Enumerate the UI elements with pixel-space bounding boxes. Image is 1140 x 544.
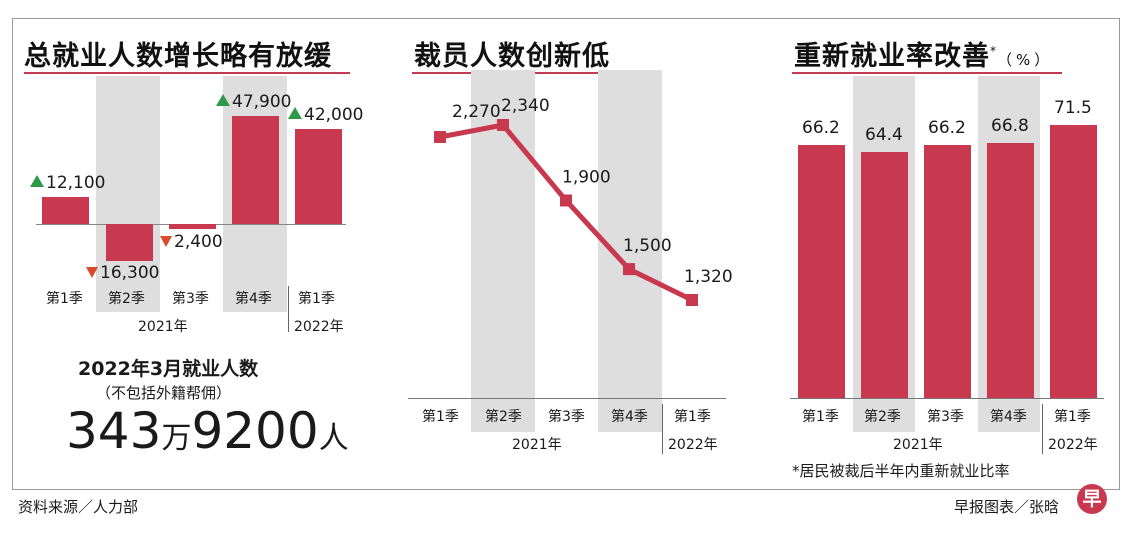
panel2-baseline: [408, 398, 726, 399]
panel2-xtick-0: 第1季: [422, 409, 459, 425]
panel3-bar-1: [861, 152, 908, 398]
panel3-title-text: 重新就业率改善: [794, 41, 990, 72]
panel1-value-text-3: 47,900: [232, 92, 292, 112]
panel1-bar-1: [106, 224, 153, 261]
panel1-xtick-1: 第2季: [108, 291, 145, 307]
panel2-value-label-1: 2,340: [501, 96, 550, 116]
panel2-value-label-2: 1,900: [562, 167, 611, 187]
panel1-title: 总就业人数增长略有放缓: [24, 41, 332, 72]
panel1-value-text-1: 16,300: [100, 262, 160, 283]
employment-value: 343万9200人: [66, 402, 349, 460]
panel2-series-line: [439, 122, 694, 303]
panel3-value-label-1: 64.4: [865, 125, 903, 146]
panel2-point-0: [434, 131, 446, 144]
panel1-year-2022: 2022年: [294, 319, 344, 335]
panel3-footnote: *居民被裁后半年内重新就业比率: [792, 462, 1010, 480]
chart-frame: [12, 18, 1120, 490]
panel2-xtick-4: 第1季: [674, 409, 711, 425]
zaobao-logo-icon: 早: [1077, 484, 1107, 514]
panel1-bar-2: [169, 224, 216, 230]
panel1-bar-0: [42, 196, 89, 224]
panel3-bar-0: [798, 145, 845, 398]
down-triangle-icon: [86, 266, 98, 278]
panel3-value-label-0: 66.2: [802, 118, 840, 139]
panel2-xtick-1: 第2季: [485, 409, 522, 425]
panel1-value-label-3: 47,900: [216, 92, 291, 112]
panel3-baseline: [790, 398, 1104, 399]
panel2-xtick-2: 第3季: [548, 409, 585, 425]
panel2-point-4: [686, 294, 698, 306]
panel2-point-2: [560, 194, 572, 207]
panel2-band-q4: [598, 70, 662, 432]
panel1-xtick-3: 第4季: [235, 291, 272, 307]
panel3-title: 重新就业率改善*（%）: [794, 34, 1053, 73]
panel1-year-2021: 2021年: [138, 319, 188, 335]
panel1-year-separator: [288, 286, 289, 332]
panel3-value-label-3: 66.8: [991, 115, 1029, 136]
panel3-year-separator: [1042, 404, 1043, 454]
panel1-value-label-4: 42,000: [288, 105, 363, 125]
panel3-year-2022: 2022年: [1048, 437, 1098, 453]
employment-value-unit1: 万: [161, 421, 192, 456]
panel2-value-label-3: 1,500: [623, 236, 672, 256]
panel1-value-text-4: 42,000: [304, 105, 364, 126]
employment-subheading: （不包括外籍帮佣）: [96, 384, 232, 402]
panel1-value-label-0: 12,100: [30, 173, 105, 193]
panel2-year-separator: [662, 404, 663, 454]
panel3-title-unit: （%）: [997, 51, 1054, 69]
panel3-bar-3: [987, 142, 1034, 398]
panel2-point-1: [497, 119, 509, 131]
panel2-point-3: [623, 263, 635, 276]
source-credit: 资料来源／人力部: [18, 498, 139, 516]
panel1-value-label-2: 2,400: [160, 232, 223, 252]
panel3-value-label-2: 66.2: [928, 118, 966, 139]
up-triangle-icon: [216, 94, 230, 106]
panel2-year-2021: 2021年: [512, 437, 562, 453]
employment-heading: 2022年3月就业人数: [78, 358, 259, 380]
panel1-bar-4: [295, 129, 342, 224]
panel1-bar-3: [232, 116, 279, 224]
panel1-xtick-2: 第3季: [172, 291, 209, 307]
panel2-value-label-0: 2,270: [452, 102, 501, 122]
panel3-title-rule: [792, 72, 1062, 74]
employment-value-part2: 9200: [191, 402, 319, 460]
panel3-xtick-2: 第3季: [927, 409, 964, 425]
panel2-year-2022: 2022年: [668, 437, 718, 453]
panel3-xtick-4: 第1季: [1054, 409, 1091, 425]
panel3-title-mark: *: [990, 44, 997, 58]
graphic-credit-text: 早报图表／张: [954, 498, 1045, 516]
up-triangle-icon: [30, 174, 44, 187]
panel1-title-rule: [24, 72, 350, 74]
panel3-value-label-4: 71.5: [1054, 98, 1092, 118]
panel1-band-q2: [96, 76, 160, 312]
panel2-xtick-3: 第4季: [611, 409, 648, 425]
panel2-title: 裁员人数创新低: [414, 41, 610, 72]
employment-value-part1: 343: [66, 402, 162, 460]
panel1-xtick-0: 第1季: [46, 291, 83, 307]
panel2-value-label-4: 1,320: [684, 267, 733, 287]
panel3-xtick-3: 第4季: [990, 409, 1027, 425]
panel3-bar-2: [924, 145, 971, 398]
panel3-xtick-0: 第1季: [802, 409, 839, 425]
panel1-value-text-0: 12,100: [46, 172, 106, 193]
up-triangle-icon: [288, 107, 302, 120]
panel1-value-label-1: 16,300: [86, 263, 159, 283]
graphic-credit-tail: 晗: [1044, 498, 1060, 516]
graphic-credit: 早报图表／张晗: [954, 496, 1059, 517]
panel1-xtick-4: 第1季: [298, 291, 335, 307]
panel3-bar-4: [1050, 125, 1097, 398]
panel2-line-chart: 2,270 2,340 1,900 1,500 1,320: [434, 96, 733, 306]
employment-value-unit2: 人: [318, 421, 349, 456]
panel3-year-2021: 2021年: [893, 437, 943, 453]
down-triangle-icon: [160, 236, 172, 247]
panel1-value-text-2: 2,400: [174, 232, 223, 252]
panel3-xtick-1: 第2季: [864, 409, 901, 425]
